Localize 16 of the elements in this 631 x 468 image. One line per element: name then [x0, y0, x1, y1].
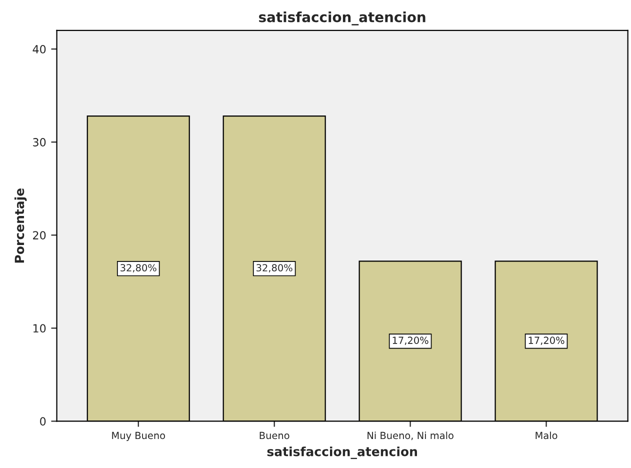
x-tick-label: Ni Bueno, Ni malo — [368, 432, 454, 440]
data-label: 32,80% — [256, 264, 292, 272]
y-axis-title: Porcentaje — [14, 188, 27, 263]
y-tick-label: 10 — [33, 324, 46, 333]
x-axis-title: satisfaccion_atencion — [267, 446, 417, 460]
y-tick-label: 30 — [33, 138, 46, 146]
x-tick-label: Malo — [536, 432, 558, 440]
data-label: 32,80% — [120, 264, 156, 272]
chart-title: satisfaccion_atencion — [259, 12, 426, 26]
y-tick-label: 0 — [40, 417, 46, 426]
x-tick-label: Muy Bueno — [112, 432, 165, 442]
data-label: 17,20% — [528, 336, 564, 345]
x-tick-label: Bueno — [260, 432, 290, 440]
y-tick-label: 20 — [33, 231, 46, 240]
data-label: 17,20% — [392, 336, 428, 345]
y-tick-label: 40 — [32, 45, 46, 54]
